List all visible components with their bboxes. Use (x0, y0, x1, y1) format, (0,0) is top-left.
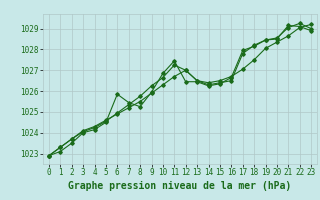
X-axis label: Graphe pression niveau de la mer (hPa): Graphe pression niveau de la mer (hPa) (68, 181, 292, 191)
